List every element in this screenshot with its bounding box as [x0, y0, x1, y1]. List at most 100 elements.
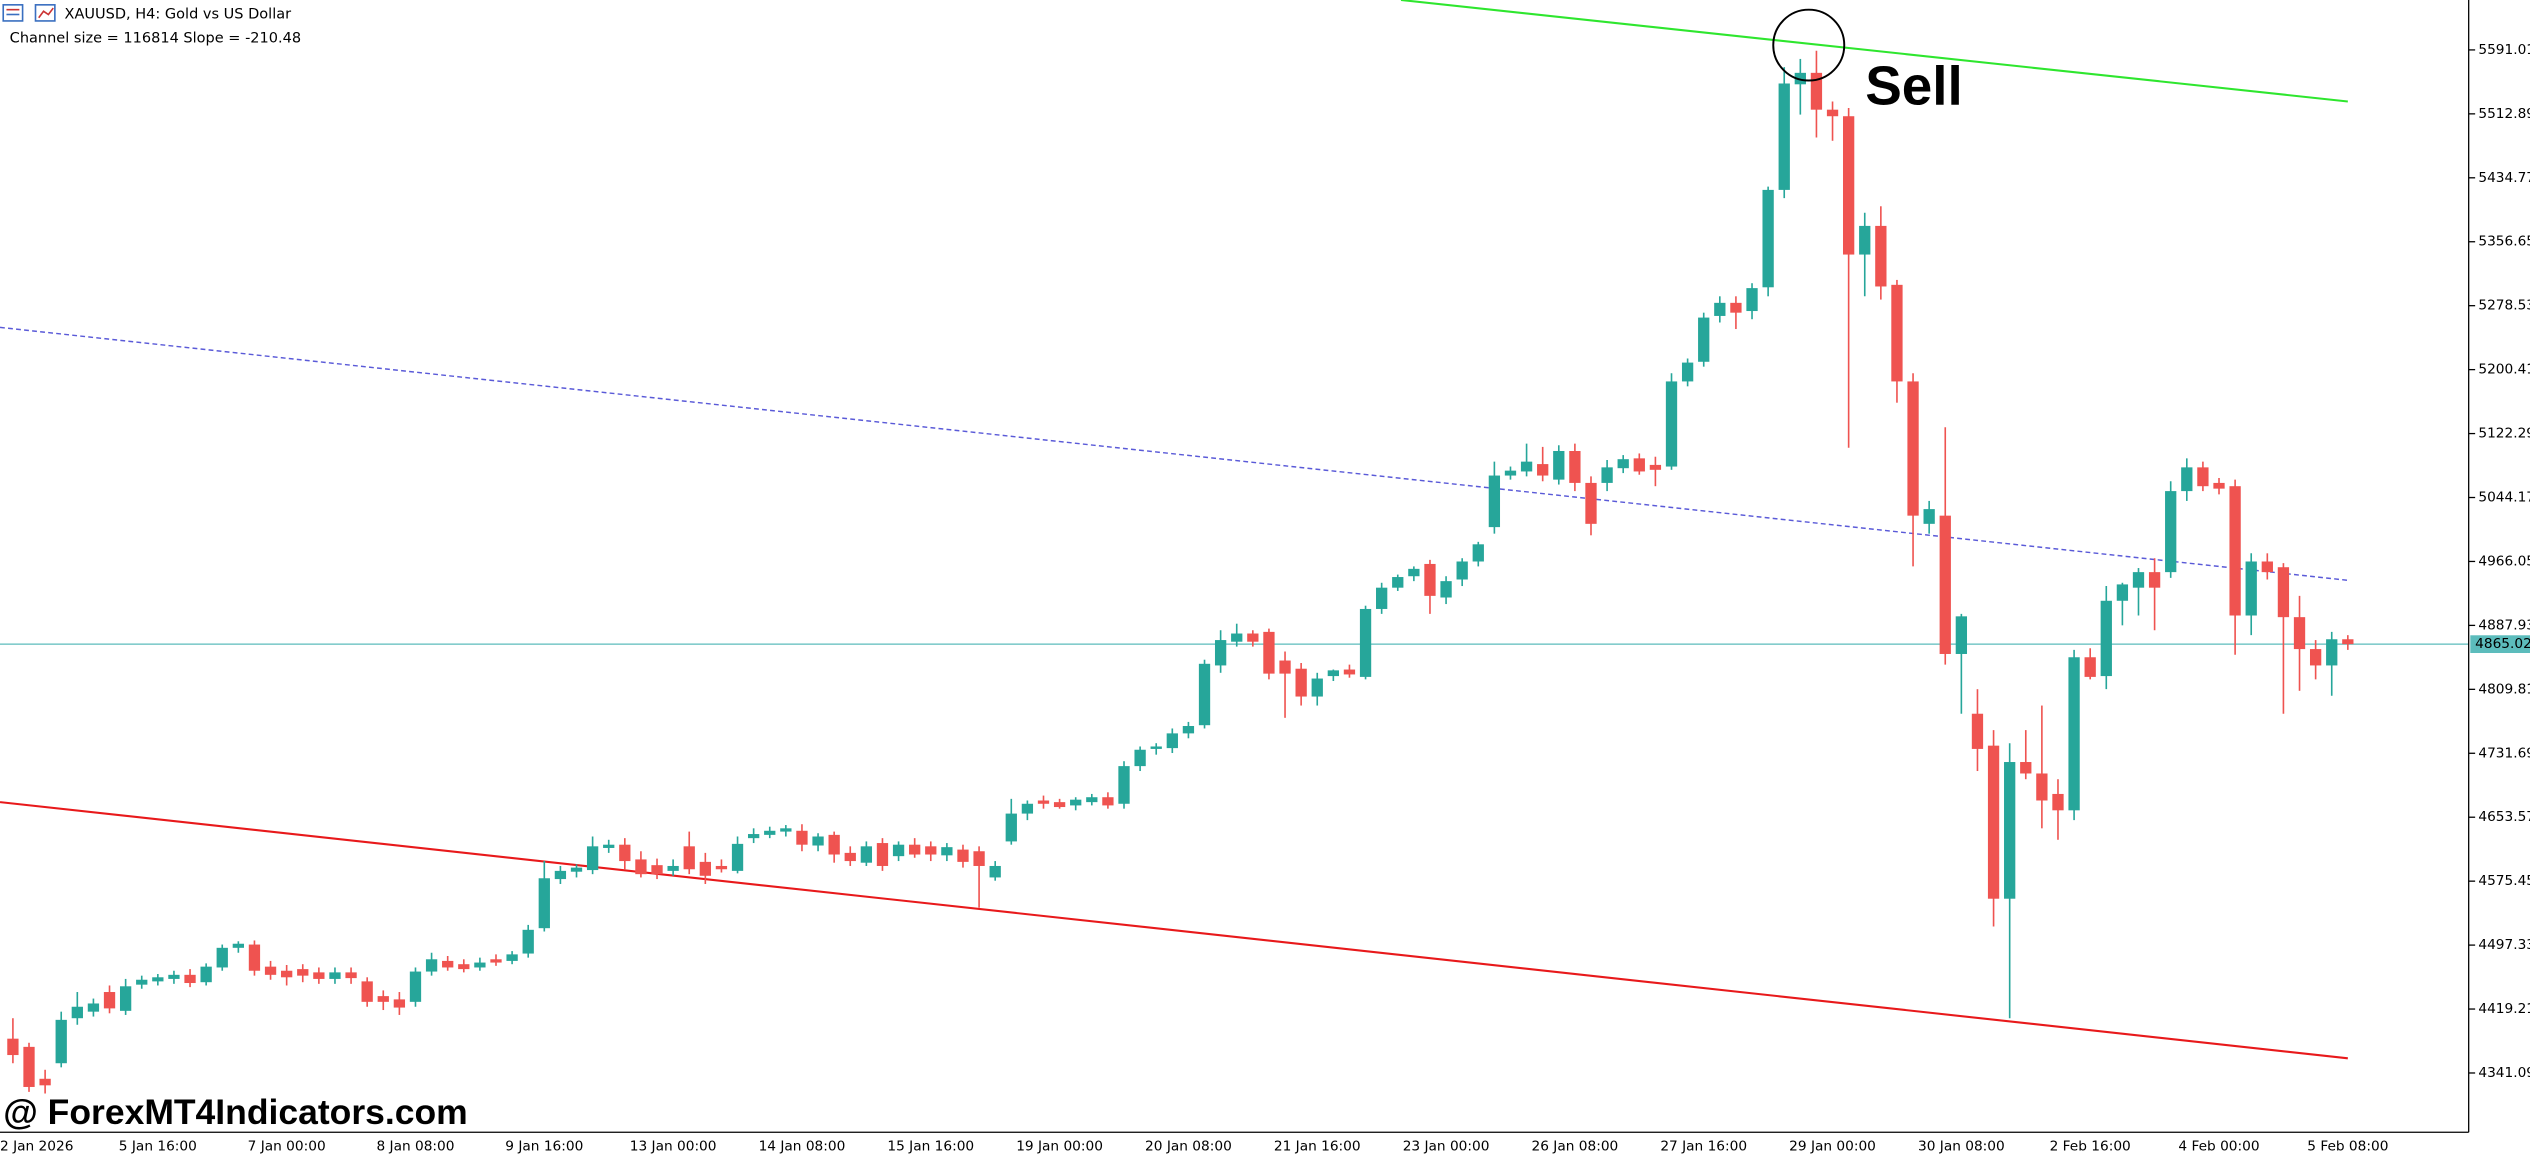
x-tick-label: 29 Jan 00:00: [1789, 1139, 1876, 1155]
y-tick-label: 4341.09: [2478, 1065, 2530, 1081]
candle-body: [957, 849, 969, 862]
candle-body: [1343, 669, 1356, 675]
candle-body: [1231, 633, 1243, 642]
candle-body: [297, 969, 309, 976]
candle-body: [925, 846, 937, 855]
candle-body: [425, 959, 438, 972]
candle-body: [731, 843, 744, 871]
candle-body: [554, 870, 567, 880]
candle-body: [1826, 109, 1839, 117]
candle-body: [1182, 726, 1195, 734]
candle-body: [1955, 616, 1968, 654]
y-tick-label: 5434.77: [2478, 170, 2530, 186]
menu-icon[interactable]: [2, 4, 24, 22]
y-tick-label: 4809.81: [2478, 681, 2530, 697]
candle-body: [1037, 800, 1050, 804]
trendline: [1400, 0, 2348, 103]
candle-body: [1359, 608, 1372, 677]
candle-body: [828, 834, 840, 855]
plot-area: [0, 0, 2469, 1094]
y-tick-label: 5512.89: [2478, 106, 2530, 122]
candle-body: [1698, 317, 1710, 362]
candle-body: [168, 974, 180, 979]
candle-body: [393, 999, 406, 1008]
candle-body: [1746, 288, 1758, 312]
candle-body: [409, 971, 422, 1002]
candle-body: [1118, 766, 1130, 804]
candle-body: [1440, 581, 1452, 598]
candle-body: [1102, 797, 1114, 806]
x-tick-label: 20 Jan 08:00: [1145, 1139, 1232, 1155]
candle-body: [2100, 600, 2112, 677]
candle-body: [1923, 509, 1935, 524]
candle-body: [377, 996, 389, 1002]
candle-body: [7, 1038, 19, 1056]
candle-body: [651, 865, 663, 875]
candle-body: [1247, 633, 1259, 642]
candle-body: [329, 972, 341, 979]
x-tick-label: 4 Feb 00:00: [2178, 1139, 2259, 1155]
candle-body: [2148, 572, 2161, 588]
x-tick-label: 30 Jan 08:00: [1918, 1139, 2005, 1155]
candle-body: [1714, 302, 1726, 316]
candle-body: [1553, 450, 1565, 480]
candle-body: [2309, 649, 2322, 666]
candle-body: [1971, 713, 1984, 749]
candle-body: [1311, 678, 1323, 697]
candle-body: [39, 1078, 51, 1086]
candle-body: [313, 972, 325, 979]
candle-body: [522, 929, 534, 954]
y-tick-label: 5044.17: [2478, 490, 2530, 506]
y-tick-label: 5591.01: [2478, 42, 2530, 58]
candle-body: [2342, 639, 2354, 645]
candle-body: [2036, 773, 2048, 801]
candle-body: [1569, 450, 1581, 483]
candle-body: [23, 1046, 35, 1087]
candle-body: [796, 830, 808, 845]
candle-body: [1214, 640, 1227, 666]
x-tick-label: 19 Jan 00:00: [1016, 1139, 1103, 1155]
candle-body: [2084, 657, 2096, 677]
candle-body: [2213, 482, 2225, 489]
x-tick-label: 5 Jan 16:00: [119, 1139, 197, 1155]
candle-body: [1279, 660, 1291, 674]
candle-body: [1730, 302, 1742, 313]
signal-label: Sell: [1865, 55, 1963, 117]
candle-body: [345, 972, 357, 979]
candle-body: [2277, 567, 2290, 618]
candle-body: [1424, 563, 1436, 596]
trendline: [0, 801, 2348, 1060]
icon-line: [38, 7, 54, 19]
candle-body: [715, 865, 728, 870]
candle-body: [152, 977, 164, 982]
candle-body: [1472, 544, 1484, 562]
candle-body: [1762, 189, 1774, 288]
y-tick-label: 5200.41: [2478, 362, 2530, 378]
candle-body: [474, 962, 486, 968]
x-tick-label: 21 Jan 16:00: [1274, 1139, 1361, 1155]
candle-body: [136, 979, 148, 985]
candle-body: [232, 943, 244, 948]
candle-body: [71, 1006, 83, 1019]
y-tick-label: 4653.57: [2478, 809, 2530, 825]
candle-body: [2068, 657, 2080, 811]
candle-body: [2116, 584, 2129, 601]
candle-body: [2197, 467, 2209, 487]
x-tick-label: 15 Jan 16:00: [887, 1139, 974, 1155]
x-tick-label: 27 Jan 16:00: [1660, 1139, 1747, 1155]
candle-body: [1585, 482, 1597, 524]
y-tick-label: 4575.45: [2478, 873, 2530, 889]
candle-body: [1859, 225, 1871, 255]
trendline: [0, 326, 2348, 582]
candle-body: [119, 986, 132, 1011]
candle-body: [2132, 572, 2145, 588]
candle-body: [1408, 568, 1420, 577]
candle-body: [1086, 797, 1098, 803]
current-price-tag: [2470, 635, 2530, 654]
candle-body: [1907, 381, 1919, 516]
candle-body: [1617, 459, 1629, 469]
candle-body: [2293, 617, 2306, 650]
